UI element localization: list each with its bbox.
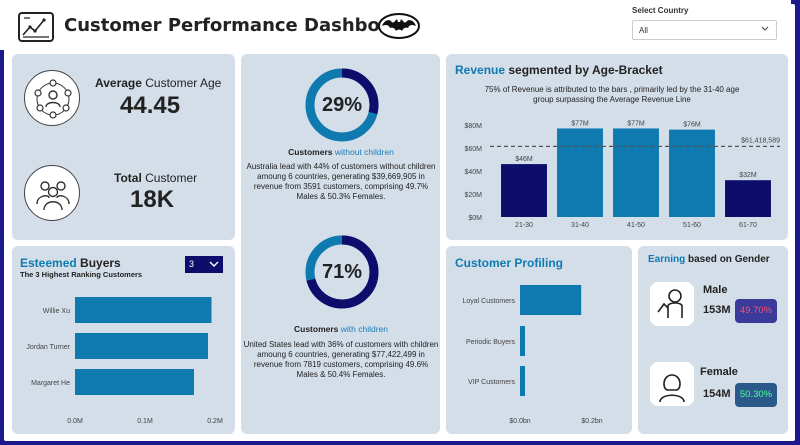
esteemed-buyers-title: Esteemed Buyers [20, 256, 121, 270]
revenue-value-label: $32M [739, 172, 757, 179]
without-children-title: Customers without children [288, 147, 394, 157]
with-children-desc: United States lead with 36% of customers… [243, 340, 439, 379]
revenue-bar [669, 129, 715, 217]
customer-profiling-chart: Loyal Customers Periodic Buyers VIP Custom… [462, 285, 603, 425]
revenue-xtick: 31-40 [571, 222, 589, 229]
gender-title: Earning based on Gender [648, 254, 770, 265]
revenue-chart: $0M $20M $40M $60M $80M $46M 21-30 $77M 31-40 $77… [464, 120, 780, 229]
revenue-value-label: $76M [683, 122, 701, 129]
revenue-xtick: 51-60 [683, 222, 701, 229]
profiling-xtick: $0.0bn [509, 418, 531, 425]
buyer-xtick: 0.1M [137, 418, 153, 425]
profiling-label: Loyal Customers [462, 298, 515, 305]
revenue-bar [613, 128, 659, 217]
customer-profiling-panel [446, 246, 632, 434]
female-value: 154M [703, 388, 731, 400]
female-label: Female [700, 366, 738, 378]
revenue-bar [557, 128, 603, 217]
chevron-down-icon [208, 258, 220, 272]
buyer-label: Margaret He [31, 380, 70, 387]
group-icon [24, 165, 80, 221]
profiling-bar [520, 285, 582, 315]
revenue-bar [725, 180, 771, 217]
header: Customer Performance Dashboard Select Co… [0, 0, 791, 50]
revenue-xtick: 41-50 [627, 222, 645, 229]
female-pct-badge: 50.30% [735, 383, 777, 407]
without-children-desc: Australia lead with 44% of customers wit… [246, 162, 436, 201]
revenue-xtick: 21-30 [515, 222, 533, 229]
profiling-bar [520, 326, 525, 356]
batman-logo-icon [378, 13, 420, 44]
male-label: Male [703, 284, 728, 296]
customer-profiling-title: Customer Profiling [455, 256, 564, 270]
people-network-icon [24, 70, 80, 126]
buyer-bar [75, 369, 194, 395]
page-title: Customer Performance Dashboard [64, 15, 414, 36]
buyer-label: Jordan Turner [26, 344, 70, 351]
profiling-label: Periodic Buyers [466, 339, 516, 346]
top-n-value: 3 [189, 259, 195, 269]
profiling-label: VIP Customers [468, 379, 515, 386]
country-select-value: All [639, 26, 648, 35]
buyer-xtick: 0.2M [207, 418, 223, 425]
without-children-donut [305, 68, 379, 142]
revenue-xtick: 61-70 [739, 222, 757, 229]
without-children-arc [305, 68, 379, 142]
revenue-ytick: $80M [464, 123, 482, 130]
male-pct-badge: 49.70% [735, 299, 777, 323]
male-icon [650, 282, 694, 326]
revenue-value-label: $77M [627, 120, 645, 127]
revenue-ytick: $0M [468, 215, 482, 222]
buyer-label: Willie Xu [43, 308, 70, 315]
average-revenue-label: $61,418,589 [741, 137, 780, 144]
chart-logo-icon [18, 12, 54, 42]
without-children-pct: 29% [321, 94, 363, 116]
revenue-title: Revenue segmented by Age-Bracket [455, 63, 663, 77]
profiling-xtick: $0.2bn [581, 418, 603, 425]
avg-age-label: Average Customer Age [95, 76, 222, 90]
esteemed-buyers-chart: Willie Xu Jordan Turner Margaret He 0.0M 0.1… [26, 297, 223, 425]
with-children-arc [305, 235, 379, 309]
country-select[interactable]: All [632, 20, 777, 40]
revenue-ytick: $40M [464, 169, 482, 176]
female-icon [650, 362, 694, 406]
buyer-xtick: 0.0M [67, 418, 83, 425]
revenue-ytick: $20M [464, 192, 482, 199]
with-children-pct: 71% [321, 261, 363, 283]
revenue-value-label: $77M [571, 120, 589, 127]
total-customer-value: 18K [130, 186, 175, 213]
total-customer-label: Total Customer [114, 171, 198, 185]
with-children-title: Customers with children [293, 324, 388, 334]
male-value: 153M [703, 304, 731, 316]
with-children-donut [305, 235, 379, 309]
revenue-value-label: $46M [515, 156, 533, 163]
revenue-ytick: $60M [464, 146, 482, 153]
buyer-bar [75, 297, 212, 323]
top-n-dropdown[interactable]: 3 [185, 256, 223, 273]
revenue-caption: 75% of Revenue is attributed to the bars… [484, 85, 740, 104]
country-filter-label: Select Country [632, 6, 689, 15]
chevron-down-icon [760, 24, 770, 36]
revenue-bar [501, 164, 547, 217]
esteemed-buyers-subtitle: The 3 Highest Ranking Customers [20, 270, 143, 279]
avg-age-value: 44.45 [120, 92, 181, 119]
buyer-bar [75, 333, 208, 359]
profiling-bar [520, 366, 525, 396]
